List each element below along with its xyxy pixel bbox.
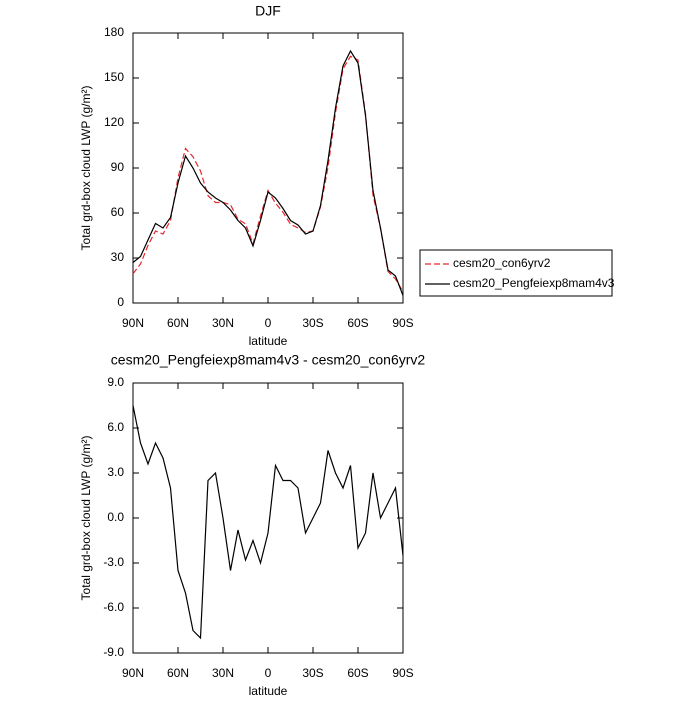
y-axis-label: Total grd-box cloud LWP (g/m²) [79, 436, 93, 601]
plot-frame [132, 32, 404, 304]
y-axis-label: Total grd-box cloud LWP (g/m²) [79, 86, 93, 251]
y-tick-label: 150 [104, 70, 124, 84]
y-tick-label: 30 [111, 250, 125, 264]
y-tick-label: 6.0 [107, 420, 124, 434]
y-tick-label: 0.0 [107, 510, 124, 524]
y-tick-label: 0 [117, 295, 124, 309]
x-tick-label: 90N [122, 666, 144, 680]
chart-title: DJF [255, 3, 281, 19]
x-tick-label: 30N [212, 316, 234, 330]
data-line [132, 55, 404, 293]
x-axis-label: latitude [249, 684, 288, 698]
legend-box [419, 249, 613, 297]
x-tick-label: 90S [392, 316, 413, 330]
y-tick-label: 120 [104, 115, 124, 129]
legend-label: cesm20_con6yrv2 [453, 256, 551, 270]
chart-title: cesm20_Pengfeiexp8mam4v3 - cesm20_con6yr… [111, 352, 426, 368]
x-tick-label: 90N [122, 316, 144, 330]
y-tick-label: -3.0 [103, 555, 124, 569]
x-tick-label: 60N [167, 666, 189, 680]
y-tick-label: 90 [111, 160, 125, 174]
y-tick-label: 60 [111, 205, 125, 219]
y-tick-label: -6.0 [103, 600, 124, 614]
x-tick-label: 60N [167, 316, 189, 330]
y-tick-label: 9.0 [107, 375, 124, 389]
x-tick-label: 90S [392, 666, 413, 680]
x-tick-label: 30N [212, 666, 234, 680]
y-tick-label: 180 [104, 25, 124, 39]
data-line [132, 405, 404, 640]
y-tick-label: -9.0 [103, 645, 124, 659]
y-tick-label: 3.0 [107, 465, 124, 479]
x-tick-label: 0 [265, 666, 272, 680]
x-tick-label: 30S [302, 316, 323, 330]
legend-label: cesm20_Pengfeiexp8mam4v3 [453, 276, 615, 290]
x-tick-label: 60S [347, 666, 368, 680]
x-tick-label: 0 [265, 316, 272, 330]
x-tick-label: 30S [302, 666, 323, 680]
data-line [132, 49, 404, 296]
x-tick-label: 60S [347, 316, 368, 330]
x-axis-label: latitude [249, 334, 288, 348]
